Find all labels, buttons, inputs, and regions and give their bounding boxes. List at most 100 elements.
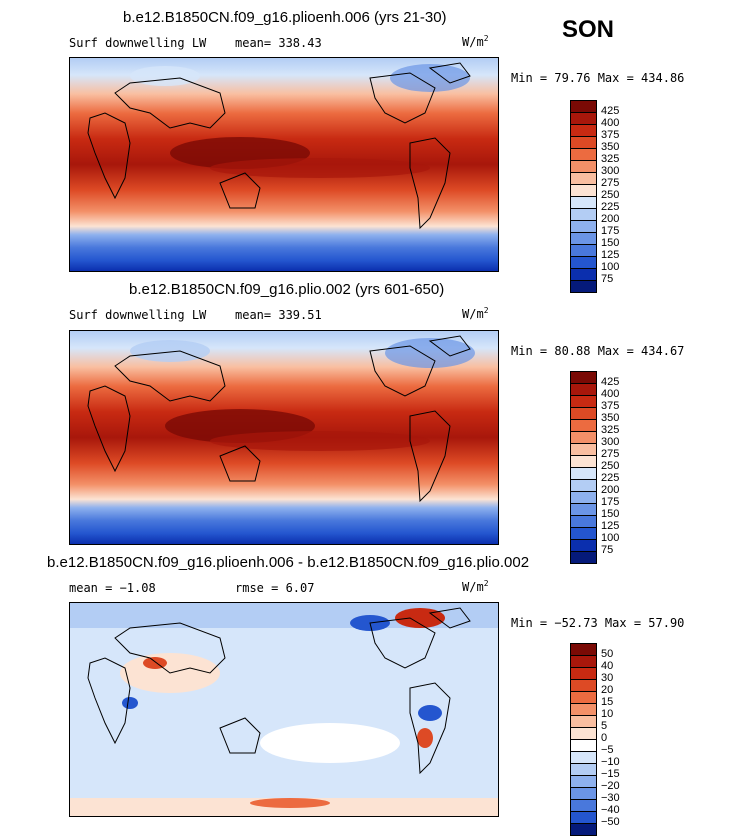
panel1-colorbar-box	[571, 257, 596, 269]
panel3-colorbar-label: 5	[601, 720, 608, 732]
panel1-colorbar-label: 425	[601, 105, 620, 117]
panel3-colorbar-box	[571, 764, 596, 776]
panel2-colorbar-label: 150	[601, 508, 620, 520]
panel3-colorbar-label: 10	[601, 708, 614, 720]
panel1-colorbar-box	[571, 233, 596, 245]
panel1-colorbar-box	[571, 281, 596, 292]
panel1-colorbar-box	[571, 185, 596, 197]
panel1-colorbar-box	[571, 221, 596, 233]
panel2-mean-label: mean= 339.51	[235, 308, 322, 322]
season-label: SON	[562, 16, 615, 43]
panel1-colorbar	[570, 100, 597, 293]
panel2-colorbar-box	[571, 540, 596, 552]
panel2-colorbar-label: 425	[601, 376, 620, 388]
panel3-colorbar-label: 40	[601, 660, 614, 672]
panel1-colorbar-label: 375	[601, 129, 620, 141]
panel1-colorbar-label: 350	[601, 141, 620, 153]
panel2-colorbar	[570, 371, 597, 564]
panel3-colorbar-box	[571, 704, 596, 716]
panel3-colorbar-label: −20	[601, 780, 620, 792]
panel1-units: W/m2	[462, 34, 489, 49]
panel1-map	[69, 57, 499, 272]
panel3-map	[69, 602, 499, 817]
panel2-colorbar-label: 175	[601, 496, 620, 508]
panel3-units: W/m2	[462, 579, 489, 594]
panel3-rmse-label: rmse = 6.07	[235, 581, 315, 595]
panel1-colorbar-label: 250	[601, 189, 620, 201]
panel3-colorbar-label: 20	[601, 684, 614, 696]
panel2-colorbar-box	[571, 456, 596, 468]
panel2-colorbar-label: 350	[601, 412, 620, 424]
panel2-variable-label: Surf downwelling LW	[69, 308, 207, 322]
panel2-colorbar-label: 375	[601, 400, 620, 412]
panel2-colorbar-label: 250	[601, 460, 620, 472]
panel1-variable-label: Surf downwelling LW	[69, 36, 207, 50]
panel3-colorbar-box	[571, 728, 596, 740]
panel3-colorbar-label: −50	[601, 816, 620, 828]
panel1-colorbar-box	[571, 245, 596, 257]
panel3-colorbar-box	[571, 680, 596, 692]
panel2-colorbar-box	[571, 432, 596, 444]
panel3-title: b.e12.B1850CN.f09_g16.plioenh.006 - b.e1…	[47, 554, 530, 571]
panel1-mean-label: mean= 338.43	[235, 36, 322, 50]
panel3-colorbar-label: 50	[601, 648, 614, 660]
panel1-colorbar-label: 175	[601, 225, 620, 237]
panel1-colorbar-label: 200	[601, 213, 620, 225]
panel2-colorbar-label: 200	[601, 484, 620, 496]
panel1-colorbar-label: 300	[601, 165, 620, 177]
panel2-colorbar-box	[571, 384, 596, 396]
panel2-colorbar-box	[571, 492, 596, 504]
panel2-map-svg	[70, 331, 498, 544]
panel1-colorbar-label: 225	[601, 201, 620, 213]
panel3-map-svg	[70, 603, 498, 816]
panel3-mean-label: mean = −1.08	[69, 581, 156, 595]
panel2-minmax: Min = 80.88 Max = 434.67	[511, 344, 685, 358]
panel1-colorbar-box	[571, 101, 596, 113]
panel1-colorbar-box	[571, 173, 596, 185]
panel1-colorbar-label: 75	[601, 273, 614, 285]
panel3-colorbar-label: 0	[601, 732, 608, 744]
panel3-colorbar-label: −30	[601, 792, 620, 804]
panel2-colorbar-label: 100	[601, 532, 620, 544]
panel2-colorbar-box	[571, 408, 596, 420]
panel1-minmax: Min = 79.76 Max = 434.86	[511, 71, 685, 85]
panel2-colorbar-box	[571, 516, 596, 528]
panel1-colorbar-box	[571, 209, 596, 221]
panel1-colorbar-label: 150	[601, 237, 620, 249]
panel3-colorbar-box	[571, 788, 596, 800]
panel1-colorbar-label: 125	[601, 249, 620, 261]
panel1-colorbar-label: 100	[601, 261, 620, 273]
panel3-colorbar-box	[571, 752, 596, 764]
panel3-colorbar-label: −40	[601, 804, 620, 816]
panel1-colorbar-box	[571, 113, 596, 125]
panel3-colorbar-box	[571, 776, 596, 788]
panel2-colorbar-label: 125	[601, 520, 620, 532]
panel2-colorbar-box	[571, 468, 596, 480]
panel3-colorbar-box	[571, 812, 596, 824]
panel3-colorbar-label: 15	[601, 696, 614, 708]
panel2-colorbar-label: 75	[601, 544, 614, 556]
panel2-colorbar-box	[571, 420, 596, 432]
panel3-colorbar-label: −5	[601, 744, 614, 756]
panel1-colorbar-box	[571, 269, 596, 281]
panel2-colorbar-label: 400	[601, 388, 620, 400]
panel2-colorbar-label: 300	[601, 436, 620, 448]
panel2-map	[69, 330, 499, 545]
panel1-colorbar-box	[571, 161, 596, 173]
panel2-colorbar-box	[571, 528, 596, 540]
panel3-colorbar-box	[571, 692, 596, 704]
panel1-colorbar-label: 325	[601, 153, 620, 165]
panel2-colorbar-box	[571, 444, 596, 456]
panel2-colorbar-label: 275	[601, 448, 620, 460]
panel3-minmax: Min = −52.73 Max = 57.90	[511, 616, 685, 630]
panel1-colorbar-box	[571, 125, 596, 137]
panel3-colorbar-box	[571, 800, 596, 812]
panel2-units: W/m2	[462, 306, 489, 321]
panel2-colorbar-box	[571, 480, 596, 492]
panel2-colorbar-box	[571, 372, 596, 384]
panel3-colorbar-box	[571, 740, 596, 752]
panel1-colorbar-box	[571, 149, 596, 161]
panel3-colorbar-box	[571, 668, 596, 680]
panel3-colorbar-label: 30	[601, 672, 614, 684]
panel2-colorbar-label: 325	[601, 424, 620, 436]
